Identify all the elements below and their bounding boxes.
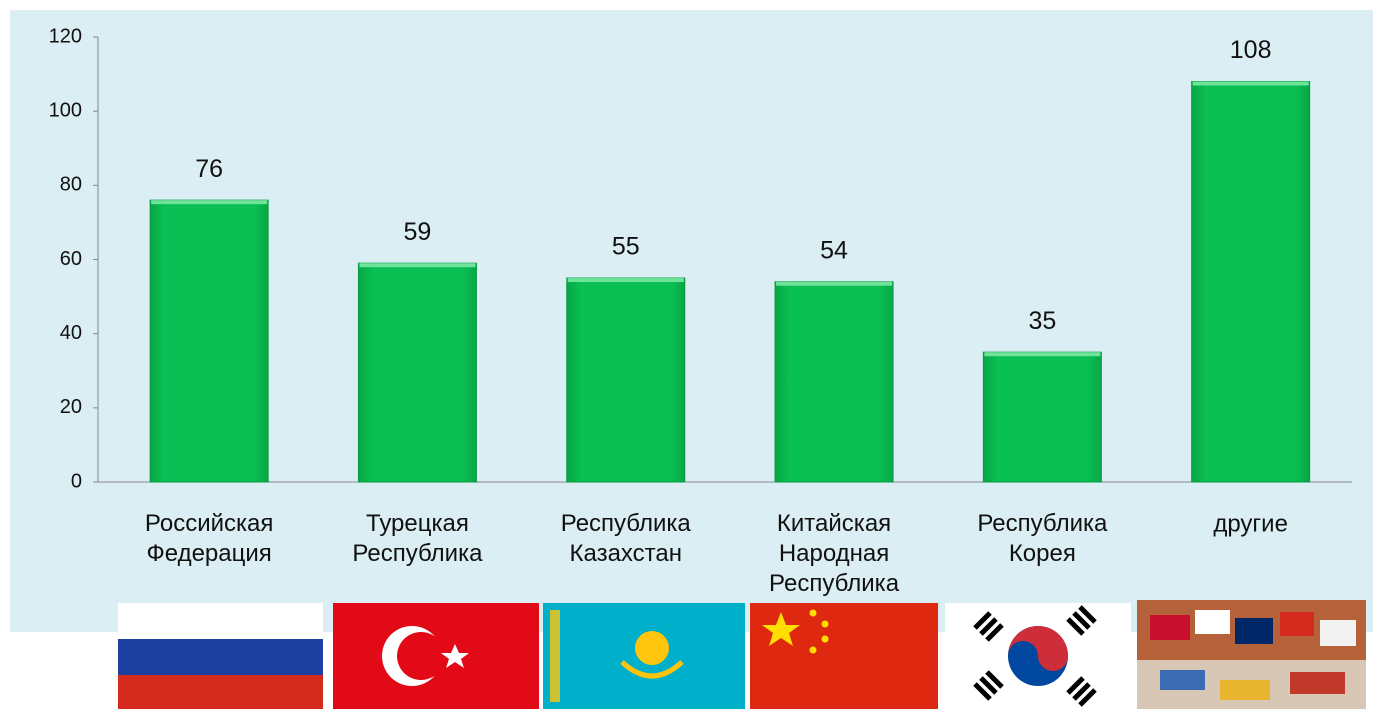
value-label: 59 bbox=[404, 218, 432, 246]
bar-highlight bbox=[776, 281, 893, 286]
flag-china bbox=[750, 603, 938, 709]
x-tick-label: Китайская Народная Республика bbox=[769, 510, 900, 597]
bar-highlight bbox=[567, 278, 684, 283]
y-tick-label: 80 bbox=[60, 174, 82, 196]
value-label: 55 bbox=[612, 233, 640, 261]
flag-russia bbox=[118, 603, 323, 709]
x-tick-label: Российская Федерация bbox=[145, 510, 273, 567]
bar-highlight bbox=[359, 263, 476, 268]
y-tick-label: 40 bbox=[60, 322, 82, 344]
bar bbox=[1191, 81, 1311, 483]
bar-highlight bbox=[151, 200, 268, 205]
y-tick-label: 20 bbox=[60, 396, 82, 418]
bar bbox=[149, 199, 269, 483]
bar-highlight bbox=[984, 352, 1101, 357]
x-tick-label: Республика Корея bbox=[977, 510, 1108, 567]
flag-turkey bbox=[333, 603, 539, 709]
flag-korea bbox=[945, 603, 1131, 709]
bar bbox=[982, 351, 1102, 483]
value-label: 54 bbox=[820, 236, 848, 264]
bar bbox=[566, 277, 686, 483]
y-tick-label: 0 bbox=[71, 470, 82, 492]
flags-photo bbox=[1137, 600, 1366, 709]
x-tick-label: Республика Казахстан bbox=[561, 510, 692, 567]
x-tick-label: другие bbox=[1213, 510, 1288, 537]
bar bbox=[774, 281, 894, 483]
flag-kazakhstan bbox=[543, 603, 745, 709]
bar bbox=[357, 262, 477, 483]
y-tick-label: 60 bbox=[60, 248, 82, 270]
flags bbox=[118, 600, 1366, 709]
y-tick-label: 120 bbox=[49, 25, 82, 47]
y-tick-label: 100 bbox=[49, 99, 82, 121]
x-tick-label: Турецкая Республика bbox=[352, 510, 483, 567]
value-label: 76 bbox=[195, 155, 223, 183]
value-label: 35 bbox=[1028, 307, 1056, 335]
bar-highlight bbox=[1192, 81, 1309, 86]
value-label: 108 bbox=[1230, 36, 1272, 64]
